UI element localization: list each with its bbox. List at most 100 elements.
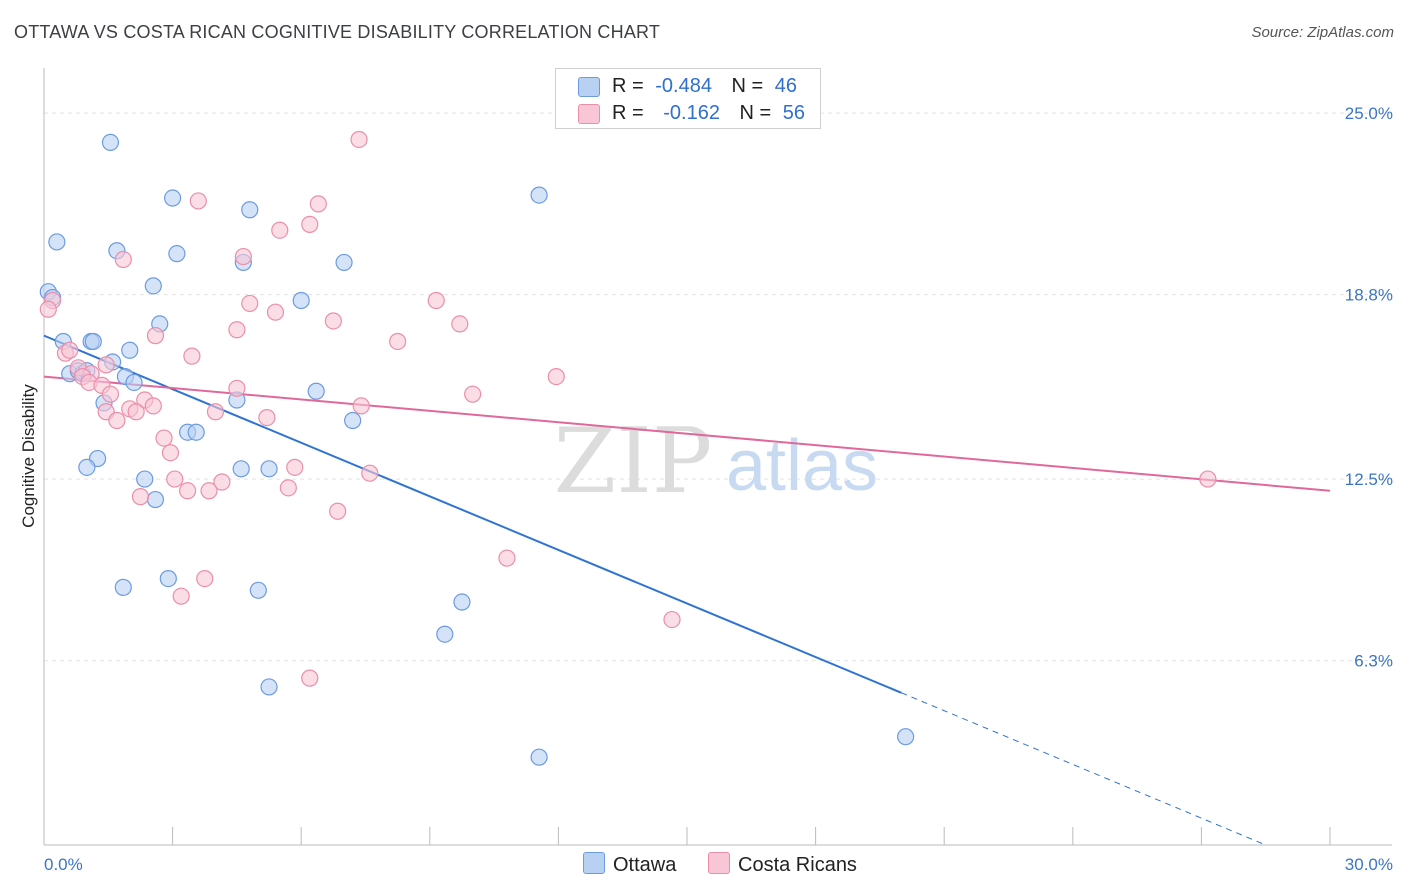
ottawa-point	[436, 625, 454, 643]
x-tick-label-max: 30.0%	[1345, 855, 1393, 874]
legend-swatch-costa	[578, 104, 600, 124]
costa-rican-point	[189, 192, 207, 210]
bottom-legend-label-costa: Costa Ricans	[738, 854, 857, 876]
costa-rican-point	[427, 291, 445, 310]
costa-rican-point	[155, 429, 173, 447]
ottawa-point	[232, 460, 250, 478]
ottawa-point	[136, 470, 154, 488]
costa-rican-point	[301, 669, 319, 687]
legend-ottawa-n-label: N =	[731, 75, 764, 97]
chart-title: OTTAWA VS COSTA RICAN COGNITIVE DISABILI…	[14, 22, 661, 42]
costa-rican-point	[108, 411, 126, 430]
y-axis-title: Cognitive Disability	[19, 384, 38, 528]
ottawa-point	[335, 253, 353, 272]
costa-rican-point	[350, 130, 368, 149]
costa-rican-point	[234, 247, 252, 266]
ottawa-point	[260, 678, 278, 696]
ottawa-point	[168, 245, 186, 263]
costa-rican-point	[329, 502, 347, 520]
costa-rican-point	[179, 482, 197, 500]
costa-rican-point	[324, 312, 342, 330]
costa-rican-point	[547, 368, 565, 386]
legend-costa-r-value: -0.162	[663, 102, 720, 124]
costa-rican-trend-line	[43, 375, 1331, 492]
axis-labels: 6.3% 12.5% 18.8% 25.0% 0.0% 30.0% Cognitive Di…	[19, 104, 1393, 874]
ottawa-point	[114, 578, 132, 596]
bottom-legend-label-ottawa: Ottawa	[613, 854, 677, 876]
y-tick-label: 12.5%	[1345, 470, 1393, 489]
costa-rican-point	[301, 215, 319, 233]
legend-ottawa-n-value: 46	[774, 75, 798, 97]
y-tick-label: 18.8%	[1345, 286, 1393, 305]
ottawa-point	[344, 411, 362, 430]
costa-rican-point	[1199, 470, 1217, 488]
bottom-legend-swatch-ottawa	[583, 852, 605, 874]
costa-rican-point	[279, 479, 297, 497]
costa-rican-point	[101, 385, 120, 403]
costa-rican-point	[200, 482, 218, 500]
costa-rican-point	[97, 356, 115, 374]
ottawa-point	[307, 382, 325, 400]
ottawa-point	[159, 569, 177, 588]
watermark: ZIP atlas	[554, 409, 878, 514]
costa-rican-point	[127, 403, 145, 421]
legend-ottawa-r-label: R =	[612, 75, 644, 97]
bottom-legend-swatch-costa	[708, 852, 730, 874]
costa-rican-point	[166, 470, 184, 488]
ottawa-point	[78, 458, 96, 476]
y-tick-label: 25.0%	[1345, 104, 1393, 123]
costa-rican-point	[241, 294, 259, 313]
watermark-atlas: atlas	[726, 426, 878, 506]
ottawa-point	[897, 728, 915, 746]
grid-lines	[44, 112, 1392, 662]
costa-rican-point	[464, 385, 482, 403]
axes	[43, 68, 1392, 846]
ottawa-point	[453, 593, 471, 611]
costa-rican-point	[271, 221, 289, 239]
source-credit: Source: ZipAtlas.com	[1251, 24, 1394, 41]
ottawa-point	[530, 186, 548, 204]
ottawa-point	[144, 277, 162, 295]
data-points	[39, 130, 1217, 766]
costa-rican-point	[361, 464, 379, 482]
costa-rican-point	[498, 549, 516, 567]
costa-rican-point	[61, 341, 79, 359]
costa-rican-point	[213, 473, 231, 491]
ottawa-point	[164, 189, 182, 207]
ottawa-point	[530, 748, 548, 766]
ottawa-point	[241, 201, 259, 219]
ottawa-point	[121, 341, 139, 359]
ottawa-trend-line	[43, 334, 902, 694]
y-tick-label: 6.3%	[1354, 652, 1393, 671]
ottawa-point	[187, 423, 205, 441]
legend-ottawa-r-value: -0.484	[655, 75, 712, 97]
costa-rican-point	[206, 403, 225, 421]
costa-rican-point	[228, 321, 246, 339]
costa-rican-point	[258, 408, 276, 427]
costa-rican-point	[114, 250, 132, 269]
x-tick-label-min: 0.0%	[44, 855, 83, 874]
costa-rican-point	[131, 488, 150, 506]
costa-rican-point	[183, 347, 201, 365]
costa-rican-point	[266, 303, 285, 321]
ottawa-point	[84, 332, 102, 351]
costa-rican-point	[352, 397, 370, 415]
costa-rican-point	[39, 300, 57, 318]
legend-costa-n-label: N =	[739, 102, 772, 124]
ottawa-point	[101, 133, 120, 152]
costa-rican-point	[451, 315, 469, 333]
bottom-legend-ottawa: Ottawa	[583, 852, 676, 877]
ottawa-point	[48, 233, 66, 251]
watermark-zip: ZIP	[554, 409, 713, 514]
costa-rican-point	[663, 610, 681, 629]
ottawa-point	[146, 490, 165, 509]
costa-rican-point	[146, 327, 165, 345]
ottawa-point	[249, 581, 267, 599]
ottawa-point	[260, 460, 278, 478]
legend-costa-n-value: 56	[782, 102, 806, 124]
ottawa-point	[292, 291, 310, 310]
legend-swatch-ottawa	[578, 77, 600, 97]
ottawa-point	[125, 373, 143, 392]
costa-rican-point	[228, 379, 246, 397]
